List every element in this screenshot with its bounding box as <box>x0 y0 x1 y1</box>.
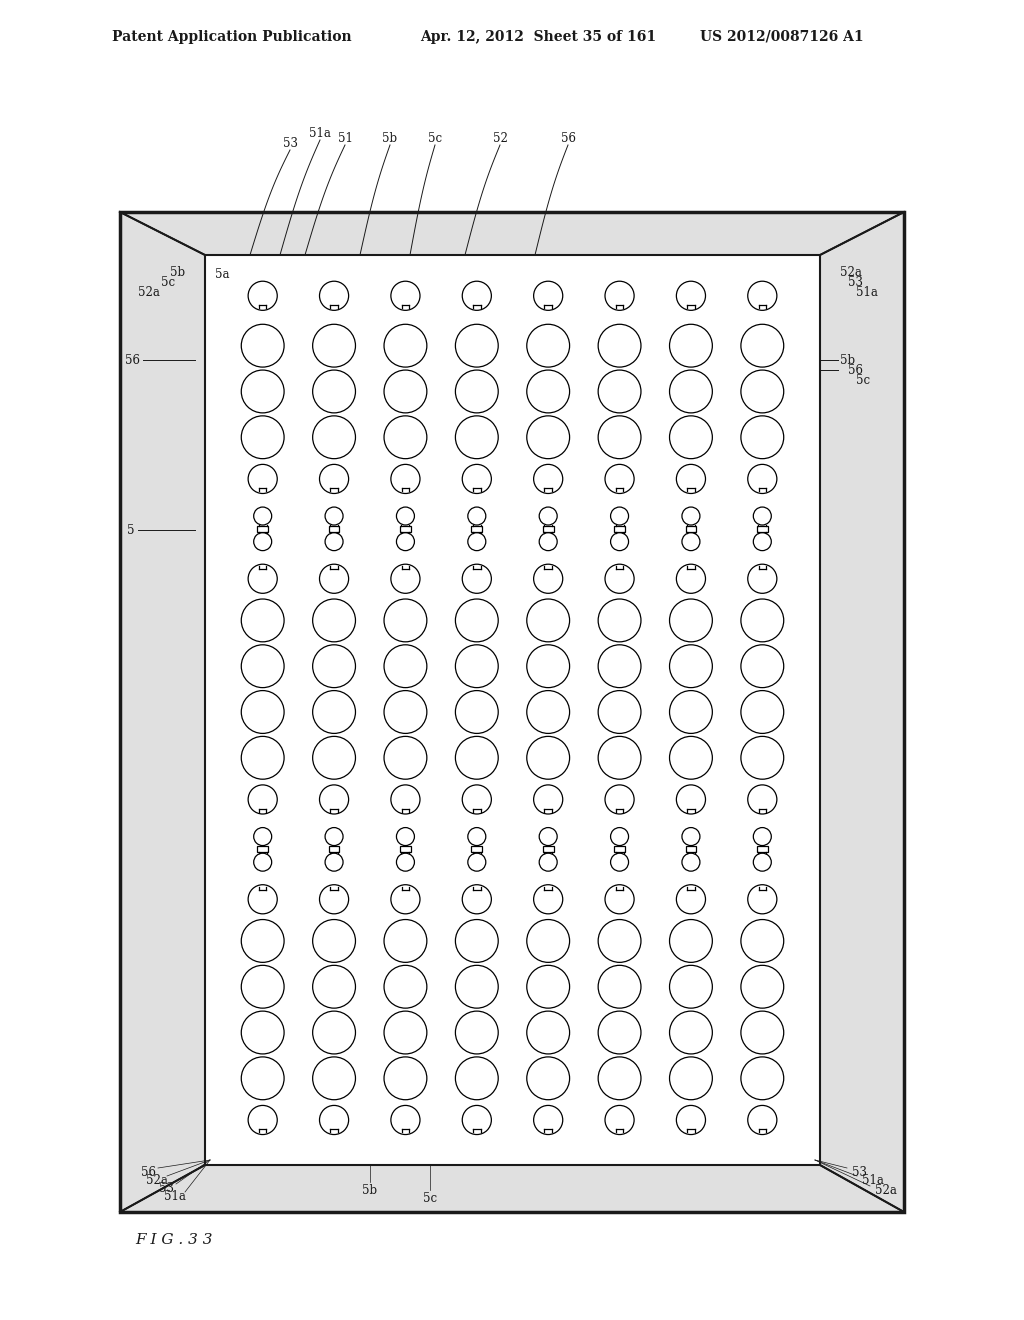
Text: 53: 53 <box>283 137 298 150</box>
Bar <box>543 846 554 853</box>
Bar <box>686 525 696 532</box>
Text: Apr. 12, 2012  Sheet 35 of 161: Apr. 12, 2012 Sheet 35 of 161 <box>420 30 656 44</box>
Text: 51: 51 <box>338 132 352 145</box>
Text: 56: 56 <box>125 354 140 367</box>
Text: 56: 56 <box>848 363 863 376</box>
Bar <box>614 846 625 853</box>
Text: 5c: 5c <box>428 132 442 145</box>
Text: 51a: 51a <box>164 1189 186 1203</box>
Bar <box>400 846 411 853</box>
Text: 51a: 51a <box>862 1173 884 1187</box>
Polygon shape <box>120 213 205 1212</box>
Bar <box>329 846 339 853</box>
Text: 56: 56 <box>140 1166 156 1179</box>
Text: 52a: 52a <box>138 285 160 298</box>
Text: US 2012/0087126 A1: US 2012/0087126 A1 <box>700 30 863 44</box>
Bar <box>757 846 768 853</box>
Text: 53: 53 <box>852 1166 867 1179</box>
Text: 5b: 5b <box>382 132 397 145</box>
Text: 51a: 51a <box>309 127 331 140</box>
Text: 52a: 52a <box>840 265 862 279</box>
Polygon shape <box>120 213 904 255</box>
Text: F I G . 3 3: F I G . 3 3 <box>135 1233 213 1247</box>
Text: 52a: 52a <box>874 1184 897 1196</box>
Text: 5a: 5a <box>215 268 229 281</box>
Bar <box>543 525 554 532</box>
Text: 56: 56 <box>560 132 575 145</box>
Bar <box>257 846 268 853</box>
Bar <box>400 525 411 532</box>
Bar <box>471 525 482 532</box>
Bar <box>686 846 696 853</box>
Bar <box>120 213 904 1212</box>
Bar <box>614 525 625 532</box>
Bar <box>471 846 482 853</box>
Text: 52: 52 <box>493 132 508 145</box>
Bar <box>205 255 820 1166</box>
Text: 5: 5 <box>128 524 135 536</box>
Bar <box>329 525 339 532</box>
Text: 53: 53 <box>848 276 863 289</box>
Polygon shape <box>120 1166 904 1212</box>
Text: 5c: 5c <box>856 374 870 387</box>
Text: 5b: 5b <box>362 1184 378 1196</box>
Text: 51a: 51a <box>856 285 878 298</box>
Bar <box>757 525 768 532</box>
Text: Patent Application Publication: Patent Application Publication <box>112 30 351 44</box>
Text: 5b: 5b <box>170 265 185 279</box>
Bar <box>257 525 268 532</box>
Text: 5c: 5c <box>161 276 175 289</box>
Text: 5b: 5b <box>840 354 855 367</box>
Text: 5c: 5c <box>423 1192 437 1204</box>
Text: 52a: 52a <box>146 1173 168 1187</box>
Text: 53: 53 <box>159 1181 173 1195</box>
Polygon shape <box>820 213 904 1212</box>
